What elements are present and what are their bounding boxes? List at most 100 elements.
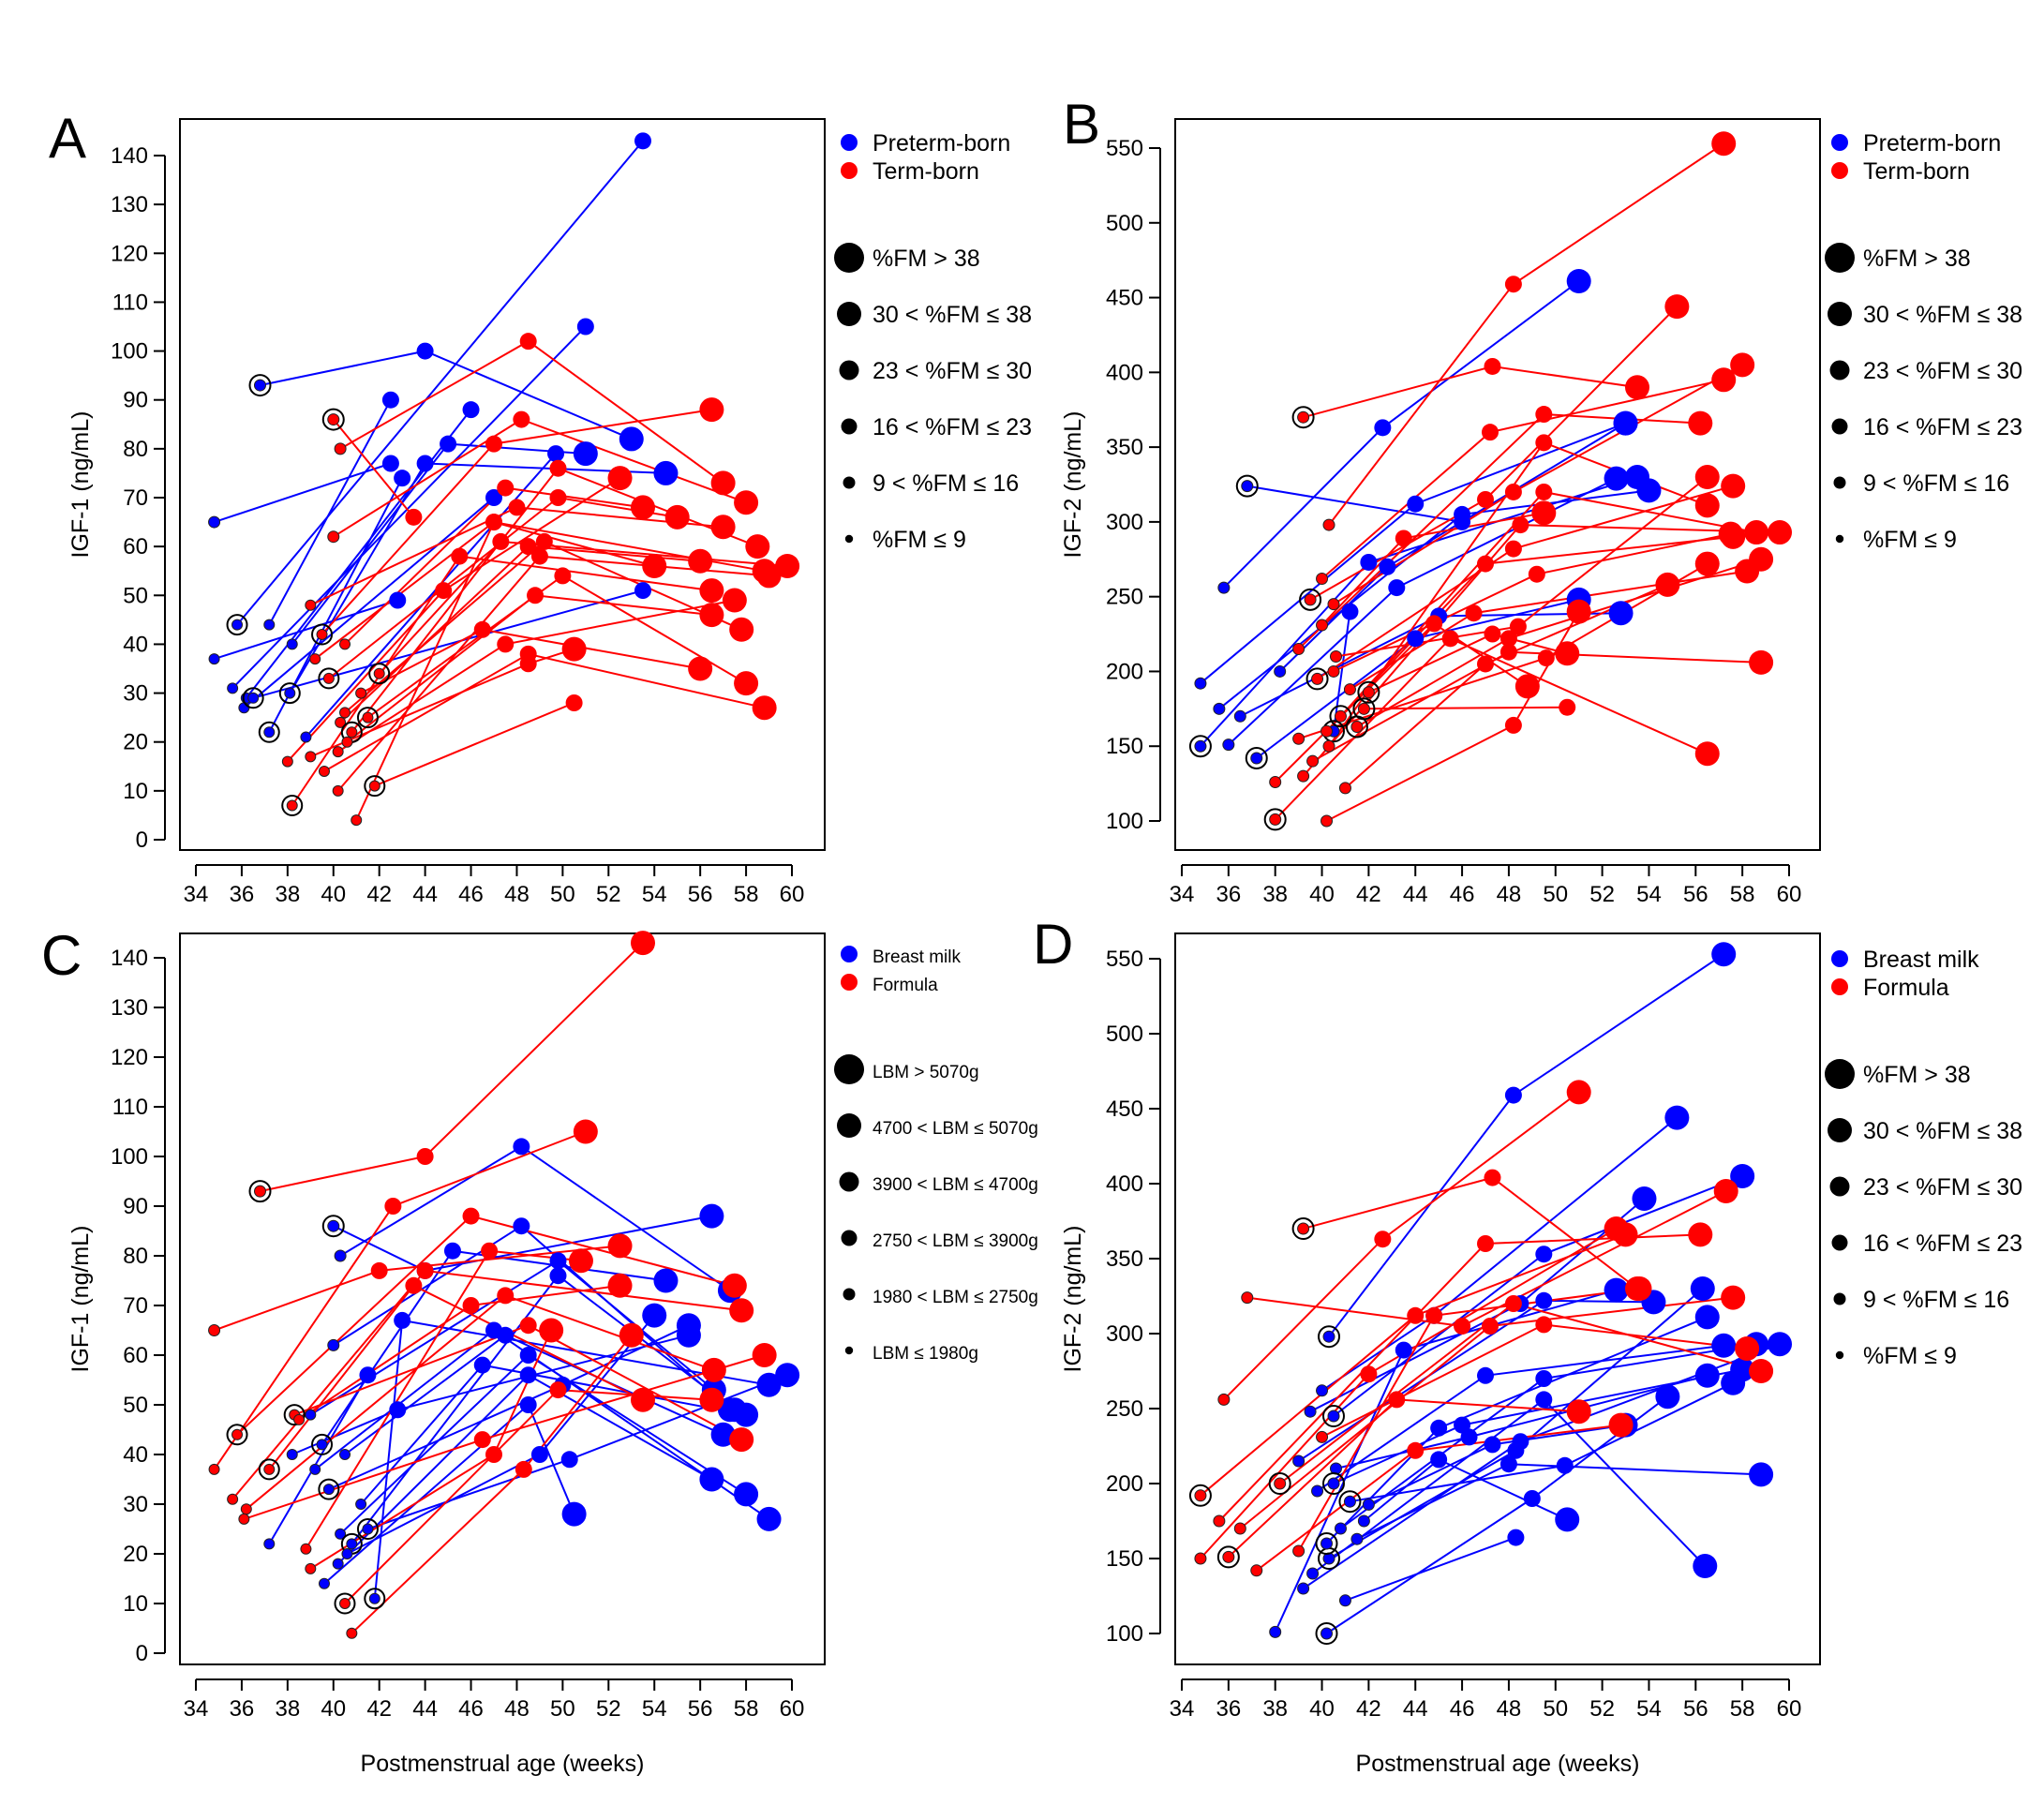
data-point — [318, 766, 330, 777]
data-point — [688, 548, 713, 574]
data-point — [1407, 1306, 1425, 1324]
x-tick-label: 40 — [321, 882, 346, 907]
data-point — [208, 1463, 220, 1475]
data-point — [1535, 434, 1553, 452]
data-point-ring — [1315, 1622, 1338, 1645]
data-point — [1718, 521, 1743, 546]
data-point — [508, 499, 526, 516]
y-tick-label: 100 — [111, 339, 148, 365]
data-point — [1477, 655, 1494, 673]
data-point — [1531, 500, 1557, 526]
data-point — [1213, 1514, 1226, 1528]
data-point-ring — [1299, 588, 1322, 611]
data-point-ring — [1322, 1472, 1345, 1495]
trajectory-line — [214, 599, 398, 661]
data-point — [1535, 1316, 1553, 1334]
y-tick-label: 20 — [123, 730, 148, 755]
x-tick-label: 56 — [1683, 1696, 1708, 1722]
data-point — [305, 599, 317, 611]
data-point — [535, 532, 553, 550]
data-point — [263, 1463, 276, 1475]
x-tick-label: 34 — [184, 882, 209, 907]
data-point — [653, 460, 679, 485]
data-point-ring — [318, 667, 340, 690]
data-point — [1316, 619, 1329, 632]
legend-size-label: %FM ≤ 9 — [873, 527, 966, 553]
legend-color-swatch — [841, 162, 858, 179]
y-tick-label: 300 — [1106, 510, 1143, 535]
data-point — [1632, 1186, 1657, 1211]
x-tick-label: 54 — [1636, 1696, 1662, 1722]
data-point — [335, 1528, 347, 1540]
data-point — [1292, 643, 1305, 656]
data-point — [473, 1431, 491, 1449]
data-point — [710, 470, 736, 496]
data-point — [1566, 599, 1591, 624]
legend-color-swatch — [1831, 950, 1848, 967]
legend-size-label: 16 < %FM ≤ 23 — [1863, 1231, 2022, 1257]
data-point — [341, 1548, 353, 1559]
data-point — [1350, 1532, 1364, 1545]
x-tick-label: 34 — [1170, 1696, 1195, 1722]
data-point — [1222, 1550, 1235, 1563]
data-point — [699, 578, 724, 604]
data-point-ring — [368, 663, 391, 685]
trajectory-line — [260, 942, 644, 1193]
data-point-ring — [1291, 406, 1315, 429]
x-tick-label: 50 — [1543, 882, 1568, 907]
data-point — [1768, 520, 1793, 545]
data-point — [576, 318, 594, 336]
y-tick-label: 150 — [1106, 734, 1143, 759]
data-point — [1484, 625, 1501, 643]
data-point — [247, 692, 260, 704]
data-point — [341, 736, 353, 748]
panel-b: B 34 36 38 40 42 44 46 48 50 52 54 56 58 60 100 150 200 2… — [1060, 93, 2022, 907]
data-point — [549, 1381, 567, 1399]
data-point — [1407, 630, 1425, 648]
data-point-ring — [1352, 697, 1376, 721]
legend-size-label: %FM ≤ 9 — [1863, 1343, 1957, 1369]
data-point — [443, 1242, 461, 1260]
data-point — [1454, 1318, 1471, 1335]
trajectory-line — [1297, 412, 1701, 650]
x-tick-label: 40 — [1309, 882, 1335, 907]
data-point — [1535, 1291, 1553, 1309]
x-tick-label: 58 — [734, 882, 759, 907]
data-point-ring — [356, 707, 379, 729]
data-point — [1327, 598, 1340, 611]
data-point — [1292, 1544, 1305, 1558]
data-point — [1357, 1514, 1370, 1528]
data-point — [1341, 603, 1359, 620]
legend-size-swatch — [834, 1054, 864, 1084]
trajectory-line — [260, 350, 633, 440]
data-point-ring — [1216, 1545, 1240, 1569]
legend-color-label: Term-born — [1863, 158, 1970, 185]
data-point — [699, 1467, 724, 1492]
data-point — [1535, 1391, 1553, 1409]
data-point — [384, 1198, 402, 1215]
data-point — [1350, 720, 1364, 733]
y-tick-label: 120 — [111, 241, 148, 266]
data-point-ring — [364, 775, 386, 798]
panel-b-axes: 34 36 38 40 42 44 46 48 50 52 54 56 58 60 100 150 200 250… — [1106, 136, 1801, 907]
data-point — [208, 1324, 221, 1336]
legend-size-swatch — [1833, 476, 1846, 489]
panel-d-plot-frame — [1174, 932, 1821, 1665]
legend-size-swatch — [839, 360, 859, 380]
trajectory-line — [1328, 953, 1724, 1337]
data-point — [561, 1501, 587, 1527]
data-point — [327, 413, 340, 426]
legend-size-swatch — [1825, 1059, 1855, 1089]
x-tick-label: 54 — [642, 1696, 667, 1722]
data-point — [1430, 1419, 1448, 1437]
trajectory-line — [374, 702, 574, 787]
data-point — [1329, 649, 1342, 663]
data-point — [699, 397, 724, 423]
data-point — [756, 1506, 782, 1531]
data-point — [286, 1449, 298, 1460]
y-tick-label: 0 — [136, 1641, 148, 1666]
data-point — [334, 442, 347, 455]
y-tick-label: 350 — [1106, 1246, 1143, 1272]
